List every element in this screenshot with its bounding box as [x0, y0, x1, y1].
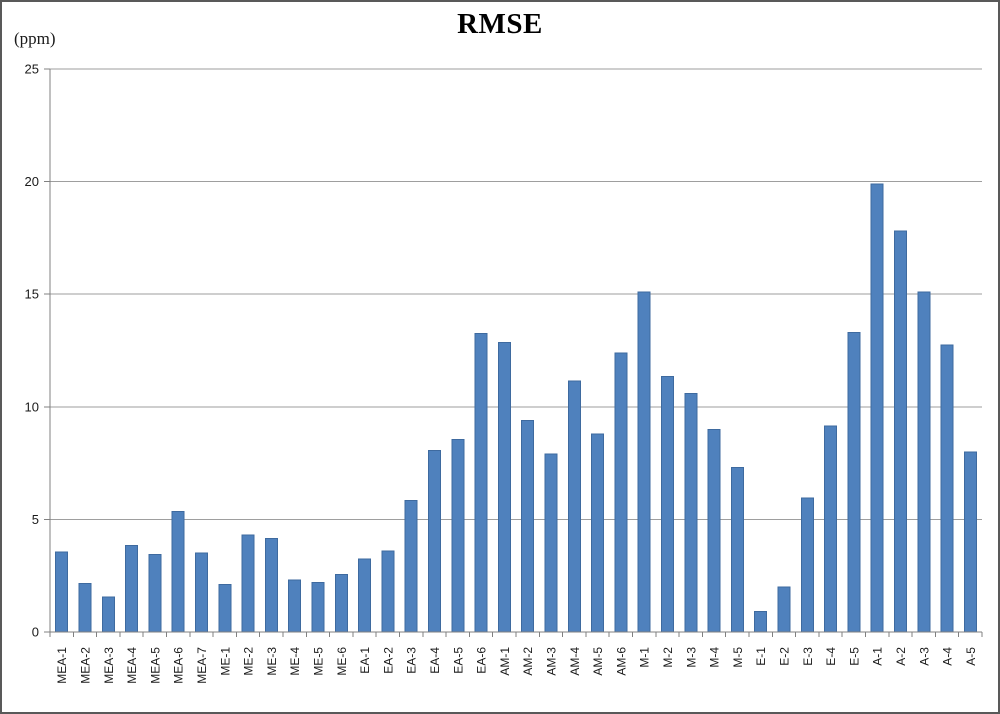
- bar-MEA-4: [125, 544, 139, 633]
- x-tick-label-ME-1: ME-1: [218, 647, 232, 676]
- bar-EA-2: [381, 550, 395, 633]
- x-tick-label-ME-4: ME-4: [288, 647, 302, 676]
- bar-MEA-2: [78, 583, 92, 633]
- x-tick-label-AM-6: AM-6: [614, 647, 628, 676]
- y-tick-label: 25: [25, 62, 39, 77]
- x-tick-label-MEA-5: MEA-5: [148, 647, 162, 684]
- bar-ME-3: [264, 538, 278, 633]
- x-tick-label-E-3: E-3: [801, 647, 815, 666]
- y-tick-label: 15: [25, 287, 39, 302]
- x-tick-label-M-5: M-5: [731, 647, 745, 668]
- bar-ME-1: [218, 584, 232, 633]
- y-tick-label: 10: [25, 399, 39, 414]
- bar-M-2: [661, 375, 674, 633]
- x-tick-label-EA-4: EA-4: [428, 647, 442, 674]
- bar-EA-6: [474, 333, 488, 633]
- bar-MEA-6: [171, 511, 185, 633]
- chart-title: RMSE: [457, 8, 543, 40]
- bar-M-1: [637, 291, 651, 633]
- x-tick-label-AM-5: AM-5: [591, 647, 605, 676]
- bar-MEA-3: [101, 596, 115, 633]
- bar-EA-1: [358, 558, 372, 633]
- x-tick-label-ME-3: ME-3: [265, 647, 279, 676]
- x-tick-label-A-1: A-1: [871, 647, 885, 666]
- x-tick-label-EA-2: EA-2: [381, 647, 395, 674]
- x-tick-label-M-1: M-1: [638, 647, 652, 668]
- bar-M-5: [730, 467, 744, 633]
- bar-AM-6: [614, 352, 628, 633]
- x-tick-label-EA-3: EA-3: [405, 647, 419, 674]
- bar-AM-1: [497, 342, 511, 633]
- x-tick-label-AM-4: AM-4: [568, 647, 582, 676]
- x-tick-label-AM-3: AM-3: [544, 647, 558, 676]
- x-tick-label-E-2: E-2: [777, 647, 791, 666]
- x-tick-label-A-2: A-2: [894, 647, 908, 666]
- x-tick-label-MEA-1: MEA-1: [55, 647, 69, 684]
- bar-E-4: [824, 425, 838, 633]
- x-tick-label-A-4: A-4: [941, 647, 955, 666]
- x-tick-label-E-1: E-1: [754, 647, 768, 666]
- bar-EA-4: [427, 450, 441, 633]
- x-tick-label-EA-6: EA-6: [475, 647, 489, 674]
- bar-AM-5: [591, 433, 605, 633]
- bar-MEA-5: [148, 553, 162, 633]
- bar-EA-5: [451, 439, 465, 633]
- x-tick-label-MEA-3: MEA-3: [102, 647, 116, 684]
- x-tick-label-M-3: M-3: [684, 647, 698, 668]
- bar-M-4: [707, 428, 721, 633]
- x-tick-label-MEA-2: MEA-2: [78, 647, 92, 684]
- bar-ME-2: [241, 534, 255, 633]
- bar-AM-4: [567, 380, 581, 633]
- x-tick-label-ME-5: ME-5: [311, 647, 325, 676]
- bar-E-1: [754, 611, 768, 633]
- x-tick-label-MEA-6: MEA-6: [172, 647, 186, 684]
- y-tick-label: 20: [25, 174, 39, 189]
- bar-EA-3: [404, 499, 418, 633]
- x-tick-label-M-4: M-4: [708, 647, 722, 668]
- bar-A-4: [940, 344, 954, 633]
- x-tick-label-ME-2: ME-2: [242, 647, 256, 676]
- bar-ME-5: [311, 582, 325, 633]
- x-tick-label-E-4: E-4: [824, 647, 838, 666]
- y-tick-label: 0: [32, 625, 39, 640]
- bar-MEA-7: [195, 552, 208, 633]
- x-tick-label-EA-1: EA-1: [358, 647, 372, 674]
- bar-E-3: [800, 497, 814, 633]
- y-tick-label: 5: [32, 512, 39, 527]
- bar-E-2: [777, 586, 791, 633]
- x-tick-label-AM-2: AM-2: [521, 647, 535, 676]
- bar-A-3: [917, 291, 931, 633]
- x-tick-label-ME-6: ME-6: [335, 647, 349, 676]
- bar-ME-6: [334, 574, 348, 633]
- bar-ME-4: [288, 579, 302, 633]
- x-tick-label-AM-1: AM-1: [498, 647, 512, 676]
- x-tick-label-MEA-4: MEA-4: [125, 647, 139, 684]
- x-tick-label-EA-5: EA-5: [451, 647, 465, 674]
- x-tick-label-MEA-7: MEA-7: [195, 647, 209, 684]
- bar-MEA-1: [55, 551, 69, 633]
- bar-M-3: [684, 392, 698, 633]
- bar-A-1: [870, 183, 884, 633]
- bar-A-2: [894, 230, 907, 633]
- x-tick-label-E-5: E-5: [847, 647, 861, 666]
- x-tick-label-A-3: A-3: [917, 647, 931, 666]
- x-tick-label-A-5: A-5: [964, 647, 978, 666]
- bar-AM-3: [544, 453, 558, 633]
- bar-AM-2: [521, 419, 535, 633]
- bar-A-5: [963, 451, 977, 633]
- x-tick-label-M-2: M-2: [661, 647, 675, 668]
- y-axis-unit-label: (ppm): [14, 29, 56, 48]
- bar-E-5: [847, 332, 861, 633]
